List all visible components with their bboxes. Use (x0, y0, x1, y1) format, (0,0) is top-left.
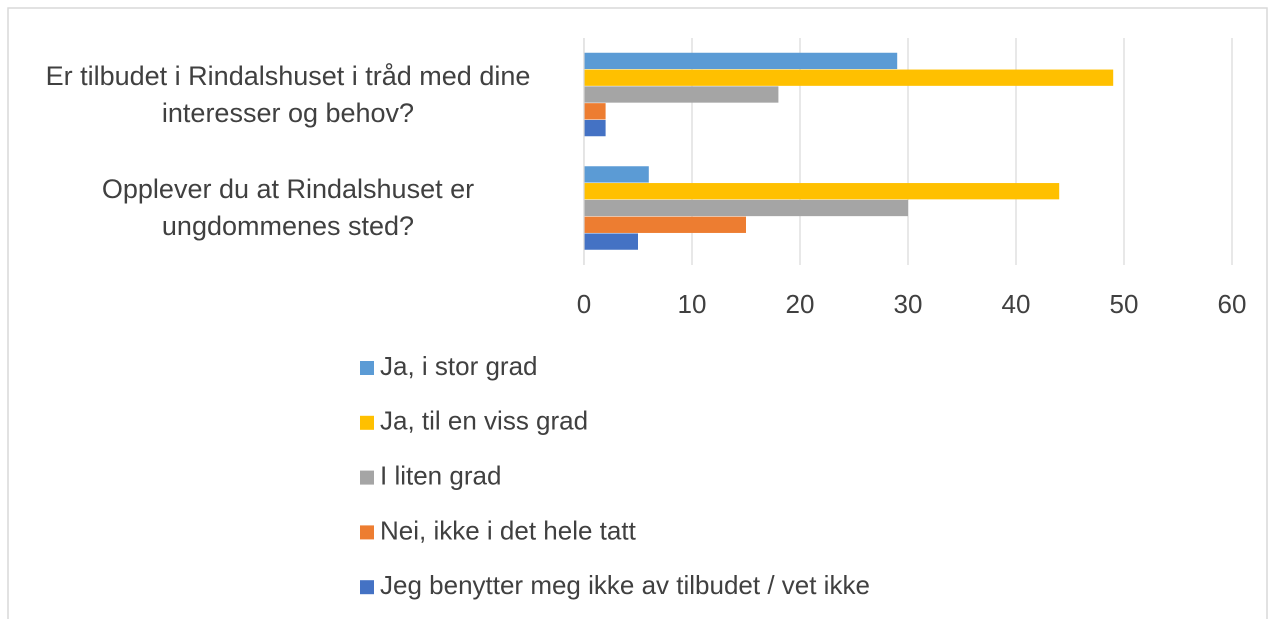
bar (584, 216, 746, 233)
bar (584, 233, 638, 250)
legend-swatch (360, 525, 374, 540)
x-tick-label: 10 (678, 289, 707, 319)
bar (584, 199, 908, 217)
legend-label: Ja, i stor grad (380, 351, 538, 381)
legend-label: Jeg benytter meg ikke av tilbudet / vet … (380, 570, 870, 600)
legend-label: I liten grad (380, 460, 501, 490)
x-tick-label: 40 (1002, 289, 1031, 319)
bar (584, 52, 898, 70)
legend-label: Ja, til en viss grad (380, 406, 588, 436)
x-tick-label: 50 (1110, 289, 1139, 319)
bar (584, 69, 1114, 86)
x-tick-label: 30 (894, 289, 923, 319)
bar (584, 86, 779, 103)
category-label: Opplever du at Rindalshuset er ungdommen… (101, 174, 475, 242)
x-tick-label: 20 (786, 289, 815, 319)
x-tick-label: 60 (1218, 289, 1247, 319)
chart-border (7, 7, 1268, 619)
bar (584, 119, 606, 137)
legend-swatch (360, 580, 374, 595)
bar (584, 166, 649, 183)
legend-swatch (360, 470, 374, 485)
x-tick-label: 0 (577, 289, 591, 319)
legend-label: Nei, ikke i det hele tatt (380, 515, 637, 545)
legend-swatch (360, 361, 374, 375)
category-label: Er tilbudet i Rindalshuset i tråd med di… (45, 60, 531, 128)
legend-swatch (360, 415, 374, 430)
bar (584, 103, 606, 120)
bar (584, 183, 1060, 200)
